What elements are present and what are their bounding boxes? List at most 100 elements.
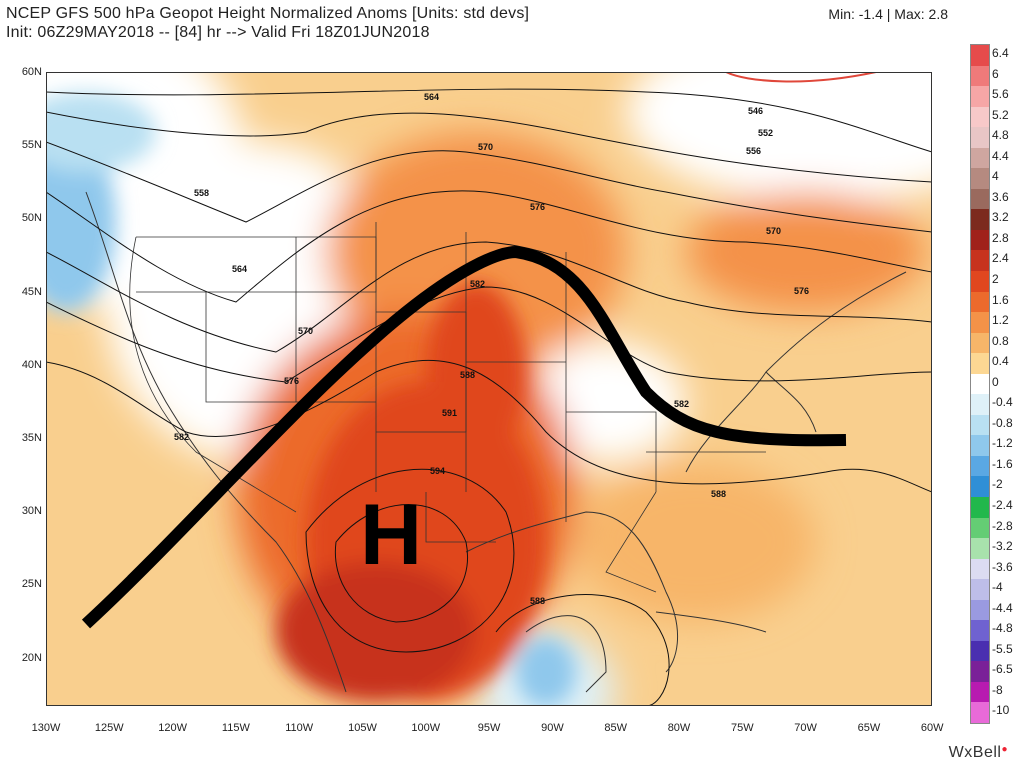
colorbar-swatch xyxy=(971,209,989,231)
colorbar-swatch xyxy=(971,517,989,539)
wxbell-logo: WxBell● xyxy=(948,744,1008,761)
longitude-label: 120W xyxy=(158,722,187,734)
longitude-label: 130W xyxy=(31,722,61,734)
latitude-label: 20N xyxy=(21,651,42,664)
colorbar xyxy=(970,44,990,724)
height-contours xyxy=(46,88,932,706)
colorbar-label: -3.6 xyxy=(992,559,1013,574)
latitude-label: 55N xyxy=(21,139,42,152)
title-line-2: Init: 06Z29MAY2018 -- [84] hr --> Valid … xyxy=(6,24,430,41)
latitude-label: 50N xyxy=(21,212,42,225)
colorbar-swatch xyxy=(971,640,989,662)
colorbar-swatch xyxy=(971,147,989,169)
colorbar-swatch xyxy=(971,45,989,67)
contour-label: 588 xyxy=(530,596,545,606)
contour-label: 576 xyxy=(530,202,545,212)
longitude-label: 95W xyxy=(477,722,501,734)
colorbar-swatch xyxy=(971,373,989,395)
contour-label: 582 xyxy=(674,399,689,409)
longitude-label: 85W xyxy=(604,722,627,734)
colorbar-swatch xyxy=(971,86,989,108)
latitude-label: 25N xyxy=(21,578,42,591)
contour-label: 570 xyxy=(766,226,781,236)
colorbar-label: -4.8 xyxy=(992,621,1013,636)
colorbar-swatch xyxy=(971,65,989,87)
colorbar-label: -1.6 xyxy=(992,456,1013,471)
colorbar-label: 5.2 xyxy=(992,107,1009,122)
colorbar-label: -1.2 xyxy=(992,436,1013,451)
freezing-contour xyxy=(725,72,877,83)
colorbar-label: 0.8 xyxy=(992,333,1009,348)
colorbar-swatch xyxy=(971,271,989,293)
latitude-label: 40N xyxy=(21,358,42,371)
state-boundaries xyxy=(129,222,766,593)
colorbar-swatch xyxy=(971,476,989,498)
min-max-readout: Min: -1.4 | Max: 2.8 xyxy=(828,6,948,22)
latitude-label: 60N xyxy=(21,66,42,78)
colorbar-label: -2.4 xyxy=(992,498,1013,512)
colorbar-swatch xyxy=(971,229,989,251)
longitude-label: 100W xyxy=(411,722,441,734)
colorbar-swatch xyxy=(971,579,989,601)
coastline xyxy=(85,191,907,693)
longitude-label: 70W xyxy=(794,722,817,734)
colorbar-label: -0.8 xyxy=(992,415,1013,430)
colorbar-swatch xyxy=(971,497,989,519)
colorbar-swatch xyxy=(971,106,989,128)
colorbar-swatch xyxy=(971,250,989,272)
contour-label: 588 xyxy=(460,370,475,380)
colorbar-label: 2.4 xyxy=(992,251,1009,266)
colorbar-label: -10 xyxy=(992,703,1010,718)
colorbar-label: -8 xyxy=(992,682,1003,697)
contour-label: 591 xyxy=(442,408,457,418)
colorbar-label: 2 xyxy=(992,272,999,286)
longitude-label: 65W xyxy=(857,722,881,734)
colorbar-label: 1.6 xyxy=(992,292,1009,307)
longitude-label: 90W xyxy=(541,722,564,734)
colorbar-label: 4.8 xyxy=(992,128,1009,143)
contour-label: 576 xyxy=(284,376,299,386)
contour-label: 564 xyxy=(232,264,247,274)
longitude-label: 110W xyxy=(285,722,314,734)
colorbar-label: 5.6 xyxy=(992,87,1009,102)
colorbar-swatch xyxy=(971,414,989,436)
colorbar-swatch xyxy=(971,702,989,724)
colorbar-label: 6.4 xyxy=(992,46,1009,60)
longitude-label: 125W xyxy=(94,722,124,734)
colorbar-label: -3.2 xyxy=(992,539,1013,554)
longitude-label: 80W xyxy=(667,722,691,734)
colorbar-label: -5.5 xyxy=(992,641,1013,656)
colorbar-label: -4 xyxy=(992,580,1003,595)
colorbar-swatch xyxy=(971,661,989,683)
contour-label: 582 xyxy=(470,279,485,289)
colorbar-swatch xyxy=(971,188,989,210)
colorbar-swatch xyxy=(971,332,989,354)
colorbar-label: -2.8 xyxy=(992,518,1013,533)
colorbar-label: 1.2 xyxy=(992,313,1009,328)
title-line-1: NCEP GFS 500 hPa Geopot Height Normalize… xyxy=(6,5,530,22)
contour-label: 594 xyxy=(430,466,445,476)
colorbar-swatch xyxy=(971,538,989,560)
colorbar-swatch xyxy=(971,681,989,703)
contour-label: 570 xyxy=(298,326,313,336)
ridge-axis-line xyxy=(81,245,847,629)
colorbar-label: 3.6 xyxy=(992,189,1009,204)
colorbar-label: 2.8 xyxy=(992,230,1009,245)
anomaly-map: 564 570 576 582 588 591 594 558 546 552 … xyxy=(46,72,932,706)
colorbar-swatch xyxy=(971,312,989,334)
latitude-label: 30N xyxy=(21,505,42,518)
longitude-label: 115W xyxy=(221,722,250,734)
contour-label: 558 xyxy=(194,188,209,198)
colorbar-swatch xyxy=(971,435,989,457)
colorbar-swatch xyxy=(971,127,989,149)
contour-label: 546 xyxy=(748,106,763,116)
contour-label: 564 xyxy=(424,92,439,102)
latitude-label: 35N xyxy=(21,432,42,444)
colorbar-label: 0 xyxy=(992,374,999,389)
contour-label: 556 xyxy=(746,146,761,156)
colorbar-swatch xyxy=(971,353,989,375)
contour-label: 582 xyxy=(174,432,189,442)
colorbar-label: 0.4 xyxy=(992,354,1009,369)
colorbar-swatch xyxy=(971,291,989,313)
colorbar-label: 4.4 xyxy=(992,148,1009,163)
